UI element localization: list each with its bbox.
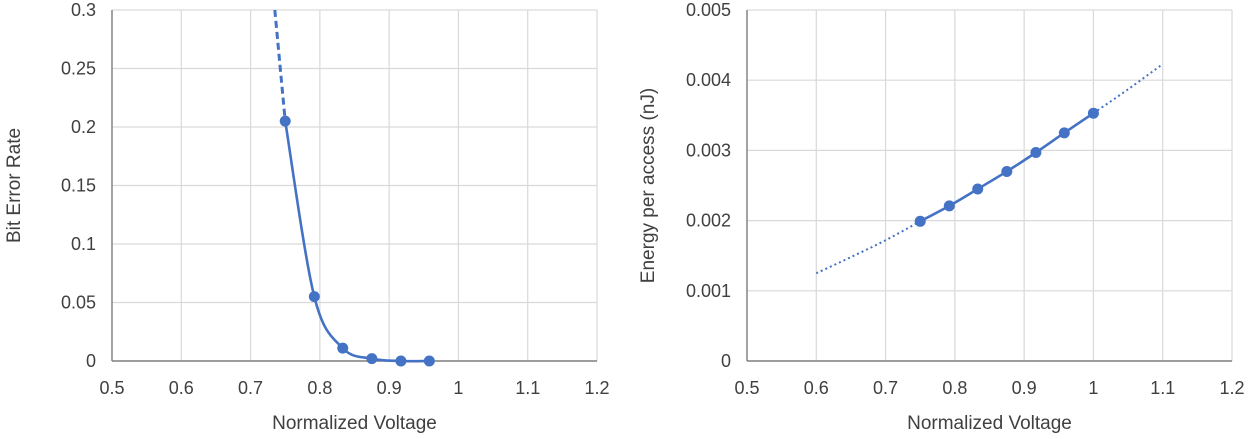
y-tick-label: 0.004 xyxy=(686,70,731,90)
x-tick-label: 1 xyxy=(453,378,463,398)
data-point xyxy=(1001,165,1013,177)
data-point xyxy=(337,342,349,354)
series-line xyxy=(283,120,430,363)
y-tick-label: 0 xyxy=(86,351,96,371)
data-point xyxy=(279,115,291,127)
data-point xyxy=(972,183,984,195)
y-tick-label: 0 xyxy=(721,351,731,371)
x-tick-label: 0.9 xyxy=(1012,378,1037,398)
x-tick-label: 1 xyxy=(1088,378,1098,398)
x-tick-label: 0.5 xyxy=(734,378,759,398)
x-tick-label: 0.8 xyxy=(942,378,967,398)
y-tick-label: 0.3 xyxy=(71,0,96,20)
y-tick-label: 0.005 xyxy=(686,0,731,20)
y-tick-label: 0.2 xyxy=(71,117,96,137)
x-axis-title: Normalized Voltage xyxy=(907,413,1072,434)
ber-chart: 0.5 0.6 0.7 0.8 0.9 1 1.1 1.2 0 0.05 0.1 0.15 0.2 0.2… xyxy=(4,0,610,434)
energy-chart: 0.5 0.6 0.7 0.8 0.9 1 1.1 1.2 0 0.001 0.002 0.003 0.… xyxy=(638,0,1245,434)
data-point xyxy=(1030,147,1042,159)
x-tick-label: 0.8 xyxy=(307,378,332,398)
x-tick-label: 0.7 xyxy=(238,378,263,398)
y-tick-label: 0.001 xyxy=(686,281,731,301)
x-tick-label: 1.1 xyxy=(1150,378,1175,398)
x-tick-label: 1.2 xyxy=(1219,378,1244,398)
data-point xyxy=(366,353,378,365)
data-point xyxy=(914,215,926,227)
x-tick-label: 1.2 xyxy=(584,378,609,398)
y-axis-title: Energy per access (nJ) xyxy=(638,88,659,283)
data-point xyxy=(1058,127,1070,139)
y-tick-label: 0.002 xyxy=(686,211,731,231)
y-tick-label: 0.003 xyxy=(686,140,731,160)
data-point xyxy=(395,355,407,367)
data-point xyxy=(308,291,320,303)
data-point xyxy=(423,355,435,367)
y-axis-title: Bit Error Rate xyxy=(4,128,25,243)
y-tick-label: 0.1 xyxy=(71,234,96,254)
x-tick-label: 1.1 xyxy=(515,378,540,398)
y-tick-label: 0.05 xyxy=(61,293,96,313)
data-point xyxy=(943,200,955,212)
x-tick-label: 0.6 xyxy=(169,378,194,398)
series-line xyxy=(273,9,287,122)
series-line xyxy=(1092,63,1164,115)
y-tick-label: 0.15 xyxy=(61,176,96,196)
x-tick-label: 0.7 xyxy=(873,378,898,398)
data-point xyxy=(1087,107,1099,119)
x-axis-title: Normalized Voltage xyxy=(272,413,437,434)
y-tick-label: 0.25 xyxy=(61,59,96,79)
x-tick-label: 0.6 xyxy=(804,378,829,398)
x-tick-label: 0.5 xyxy=(99,378,124,398)
x-tick-label: 0.9 xyxy=(377,378,402,398)
series-line xyxy=(815,220,921,275)
